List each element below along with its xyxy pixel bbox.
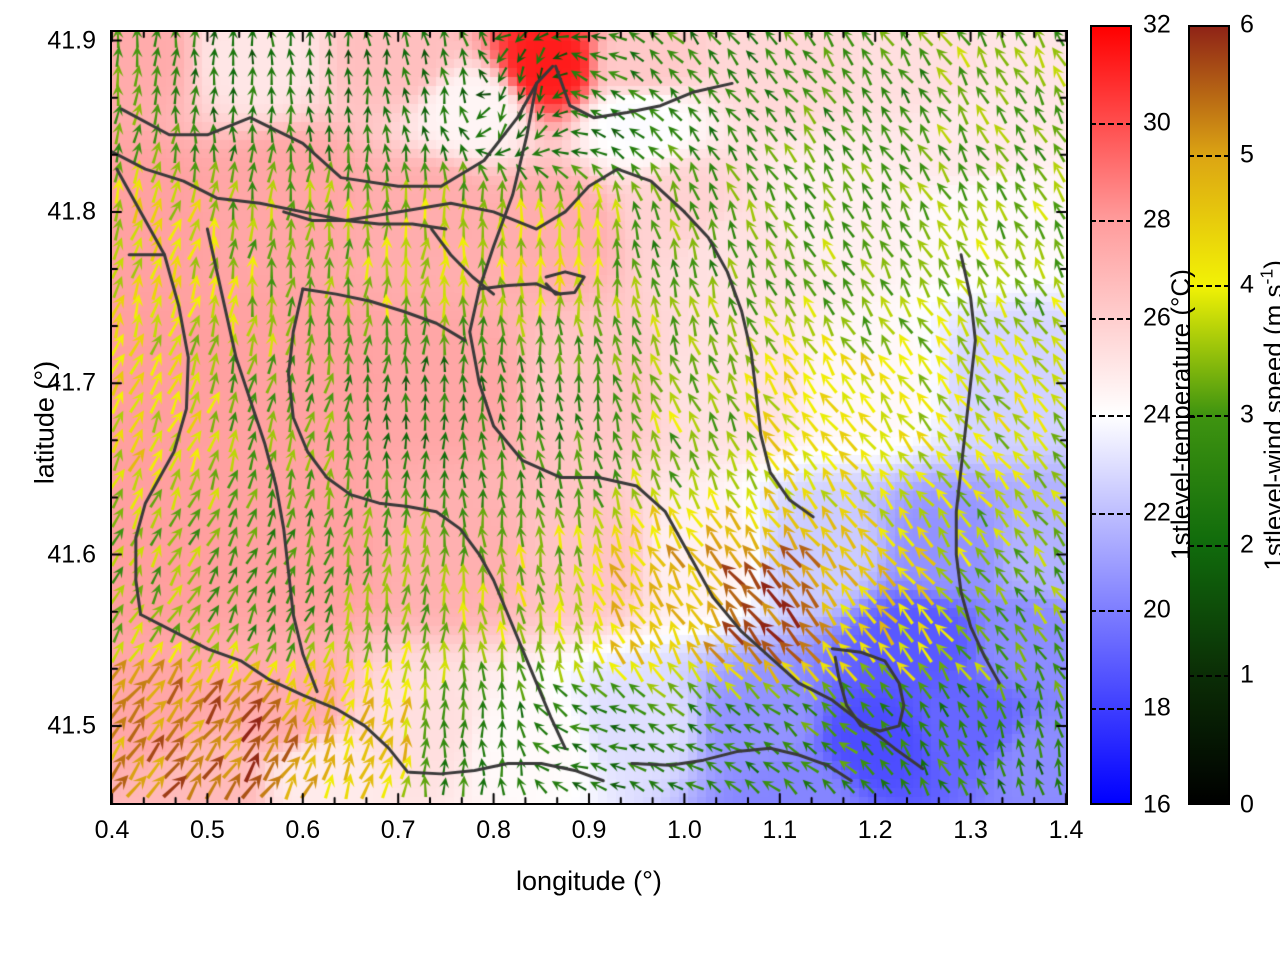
colorbar-tick (1188, 415, 1230, 417)
colorbar-tick-label: 2 (1240, 530, 1254, 559)
x-tick-label: 1.0 (667, 816, 702, 844)
plot-area (110, 30, 1068, 805)
colorbar-tick-label: 0 (1240, 790, 1254, 819)
x-tick-label: 0.6 (285, 816, 321, 844)
colorbar-tick-label: 3 (1240, 400, 1254, 429)
y-tick-label: 41.8 (47, 197, 96, 226)
x-axis-label: longitude (°) (516, 866, 662, 896)
colorbar-tick-label: 1 (1240, 660, 1254, 689)
colorbar-tick (1188, 675, 1230, 677)
colorbar-tick (1090, 512, 1132, 515)
colorbar-tick-label: 4 (1240, 270, 1254, 299)
colorbar-tick-label: 20 (1143, 595, 1171, 624)
colorbar-tick (1188, 155, 1230, 157)
x-tick-label: 0.8 (476, 816, 511, 844)
colorbar-tick (1188, 545, 1230, 547)
y-tick-label: 41.9 (47, 26, 96, 55)
x-tick-label: 0.7 (380, 816, 416, 844)
colorbar-tick-label: 6 (1240, 10, 1254, 39)
y-tick-label: 41.5 (47, 711, 96, 740)
x-tick-label: 1.3 (953, 816, 988, 844)
vector-field-canvas (112, 32, 1066, 803)
x-tick-label: 1.2 (857, 816, 893, 844)
colorbar-tick-label: 22 (1143, 498, 1171, 526)
colorbar-tick-label: 28 (1143, 205, 1171, 234)
colorbar-tick-label: 16 (1143, 790, 1171, 819)
colorbar-tick (1090, 317, 1132, 320)
colorbar-tick (1090, 220, 1132, 222)
colorbar-tick (1188, 285, 1230, 287)
colorbar-title-wind-speed: 1stlevel-wind speed (m s-1) (1256, 260, 1280, 571)
x-tick-label: 1.1 (762, 816, 798, 844)
colorbar-tick-label: 5 (1240, 140, 1254, 169)
colorbar-tick-label: 18 (1143, 693, 1171, 721)
x-tick-label: 0.5 (190, 816, 225, 844)
colorbar-tick (1090, 707, 1132, 710)
colorbar-tick-label: 24 (1143, 400, 1171, 429)
x-tick-label: 0.4 (94, 816, 130, 844)
colorbar-tick (1090, 610, 1132, 612)
colorbar-tick-label: 32 (1143, 10, 1171, 39)
y-axis-label: latitude (°) (29, 360, 60, 485)
colorbar-tick-label: 26 (1143, 303, 1171, 331)
colorbar-tick (1090, 415, 1132, 417)
x-tick-label: 1.4 (1048, 816, 1084, 844)
colorbar-tick (1090, 122, 1132, 125)
colorbar-tick-label: 30 (1143, 108, 1171, 136)
x-tick-label: 0.9 (571, 816, 607, 844)
y-tick-label: 41.6 (47, 540, 96, 569)
y-tick-label: 41.7 (47, 368, 96, 397)
